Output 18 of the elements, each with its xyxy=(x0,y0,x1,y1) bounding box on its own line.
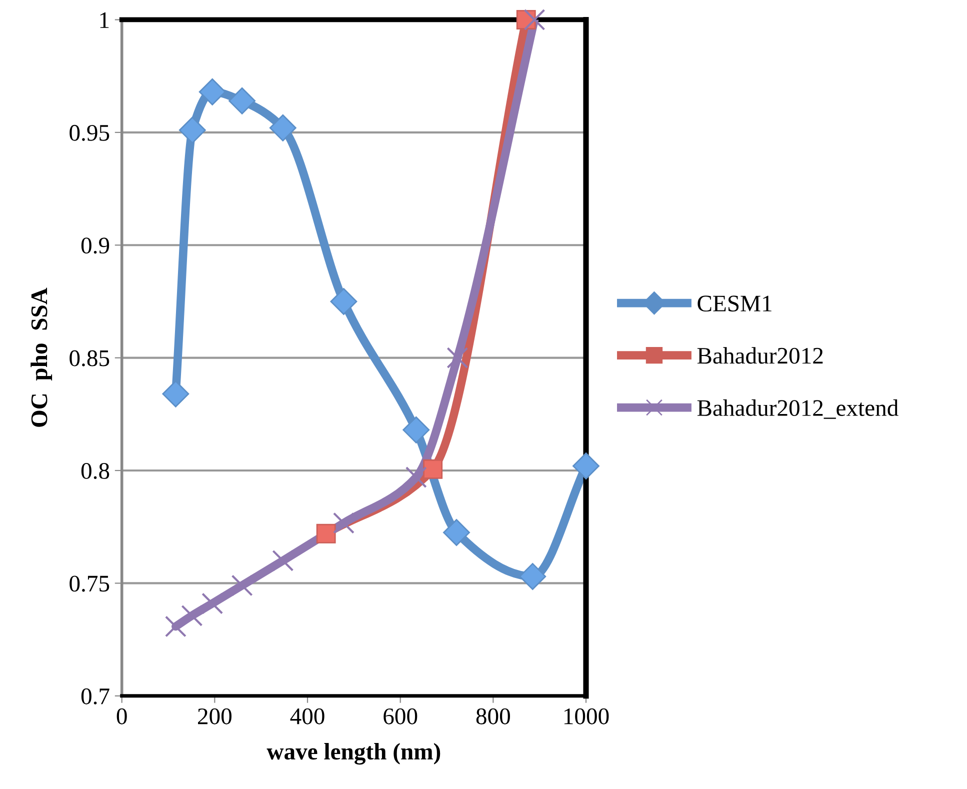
y-tick-label: 0.95 xyxy=(70,124,110,141)
legend-label: Bahadur2012 xyxy=(697,347,823,364)
y-tick-label: 0.7 xyxy=(81,688,110,704)
y-tick-label: 0.85 xyxy=(70,350,110,366)
y-tick-label: 1 xyxy=(100,12,109,28)
legend-label: Bahadur2012_extend xyxy=(697,399,898,419)
x-tick-label: 600 xyxy=(384,708,418,724)
x-tick-label: 1000 xyxy=(564,708,609,724)
legend-label: CESM1 xyxy=(698,296,772,312)
y-tick-label: 0.9 xyxy=(81,238,110,254)
x-axis-title: wave length (nm) xyxy=(266,743,440,765)
x-tick-label: 200 xyxy=(198,708,232,724)
x-tick-label: 800 xyxy=(476,708,510,724)
y-axis-title: OC pho SSA xyxy=(30,288,52,427)
y-tick-label: 0.75 xyxy=(70,576,110,592)
x-tick-label: 0 xyxy=(116,708,127,724)
y-tick-label: 0.8 xyxy=(81,463,110,480)
x-tick-label: 400 xyxy=(290,708,324,724)
